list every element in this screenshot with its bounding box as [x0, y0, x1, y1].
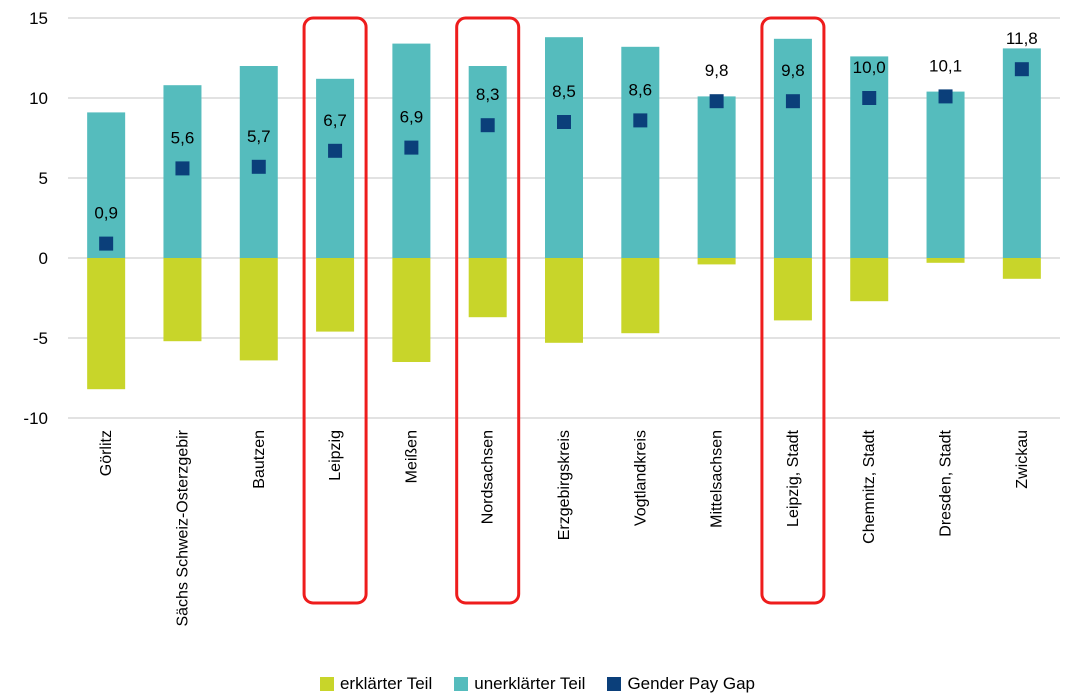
- y-tick-label: 10: [29, 89, 48, 108]
- category-labels: Görlitz Sächs Schweiz-Osterzgebir Bautzen L…: [98, 429, 1031, 626]
- category-label: Nordsachsen: [480, 430, 497, 524]
- bar-explained: [926, 258, 965, 263]
- category-label: Vogtlandkreis: [632, 430, 649, 526]
- category-label: Zwickau: [1014, 430, 1031, 489]
- bar-explained: [850, 258, 889, 302]
- legend-label-gap: Gender Pay Gap: [627, 674, 756, 693]
- gap-marker: [251, 159, 266, 174]
- highlight-box: [455, 16, 521, 605]
- category-label: Bautzen: [251, 430, 268, 489]
- bar-unexplained: [468, 66, 507, 258]
- bar-explained: [239, 258, 278, 361]
- legend-swatch-unexplained: [454, 677, 469, 691]
- gap-marker: [938, 89, 953, 104]
- bar-explained: [697, 258, 736, 265]
- bar-unexplained: [1002, 48, 1041, 259]
- bar-unexplained: [545, 37, 583, 259]
- gap-marker: [633, 113, 648, 128]
- legend: erklärter Teil unerklärter Teil Gender P…: [0, 674, 1075, 694]
- bar-explained: [1002, 258, 1041, 279]
- gap-data-label: 9,8: [705, 61, 729, 80]
- gap-data-label: 8,5: [552, 82, 576, 101]
- gap-marker: [785, 94, 800, 109]
- bar-unexplained: [773, 38, 812, 258]
- gender-pay-gap-chart: -10 -5 0 5 10 15 0,9 5,6 5,7 6,7 6,9 8,3 8,5 8,6 9,8 9…: [23, 9, 1060, 627]
- bar-explained: [87, 258, 126, 390]
- gap-data-label: 6,9: [400, 108, 424, 127]
- category-label: Dresden, Stadt: [938, 429, 955, 536]
- bar-explained: [468, 258, 507, 318]
- data-labels: 0,9 5,6 5,7 6,7 6,9 8,3 8,5 8,6 9,8 9,8 10,0 10,1 11…: [94, 29, 1037, 222]
- gap-data-label: 6,7: [323, 111, 347, 130]
- y-axis-ticks: -10 -5 0 5 10 15: [23, 9, 48, 428]
- category-label: Görlitz: [98, 430, 115, 476]
- gap-data-label: 8,6: [628, 80, 652, 99]
- legend-item-gap: Gender Pay Gap: [607, 674, 755, 694]
- bar-explained: [392, 258, 431, 362]
- gap-marker: [328, 143, 343, 158]
- category-label: Mittelsachsen: [709, 430, 726, 528]
- bar-explained: [773, 258, 812, 321]
- gap-marker: [175, 161, 190, 176]
- gap-data-label: 11,8: [1006, 29, 1038, 48]
- category-label: Chemnitz, Stadt: [861, 429, 878, 543]
- bar-unexplained: [316, 78, 355, 258]
- highlight-box: [302, 16, 368, 605]
- gap-data-label: 10,0: [853, 58, 886, 77]
- gap-marker: [404, 140, 419, 155]
- gap-marker: [709, 94, 724, 109]
- legend-swatch-explained: [319, 677, 334, 691]
- bar-explained: [621, 258, 660, 334]
- legend-label-explained: erklärter Teil: [339, 674, 433, 693]
- y-tick-label: 5: [39, 169, 48, 188]
- bar-explained: [316, 258, 355, 332]
- bar-unexplained: [621, 46, 660, 258]
- category-label: Leipzig: [327, 430, 344, 481]
- legend-item-explained: erklärter Teil: [319, 674, 433, 694]
- bar-unexplained: [926, 91, 965, 258]
- gap-data-label: 8,3: [476, 85, 500, 104]
- gap-data-label: 5,7: [247, 127, 271, 146]
- y-tick-label: -5: [33, 329, 48, 348]
- gap-data-label: 5,6: [171, 128, 195, 147]
- legend-swatch-gap: [607, 677, 622, 691]
- legend-item-unexplained: unerklärter Teil: [454, 674, 585, 694]
- bar-explained: [163, 258, 202, 342]
- highlight-box: [760, 16, 826, 605]
- legend-label-unexplained: unerklärter Teil: [474, 674, 586, 693]
- gap-marker: [1014, 62, 1029, 77]
- gap-data-label: 9,8: [781, 61, 805, 80]
- bar-unexplained: [850, 56, 889, 259]
- gap-marker: [557, 115, 571, 129]
- y-tick-label: 0: [39, 249, 48, 268]
- category-label: Leipzig, Stadt: [785, 429, 802, 527]
- gap-marker: [480, 118, 495, 133]
- bars: [87, 37, 1041, 390]
- gap-marker: [99, 236, 114, 251]
- y-tick-label: 15: [29, 9, 48, 28]
- y-tick-label: -10: [23, 409, 48, 428]
- gap-marker: [862, 91, 877, 105]
- bar-explained: [545, 258, 583, 343]
- category-label: Erzgebirgskreis: [556, 430, 573, 540]
- bar-unexplained: [697, 96, 736, 259]
- highlight-boxes: [302, 16, 826, 605]
- gap-markers: [99, 62, 1029, 251]
- category-label: Sächs Schweiz-Osterzgebir: [174, 429, 191, 626]
- gap-data-label: 10,1: [929, 56, 962, 75]
- bar-unexplained: [87, 112, 126, 259]
- category-label: Meißen: [403, 430, 420, 483]
- gap-data-label: 0,9: [94, 204, 118, 223]
